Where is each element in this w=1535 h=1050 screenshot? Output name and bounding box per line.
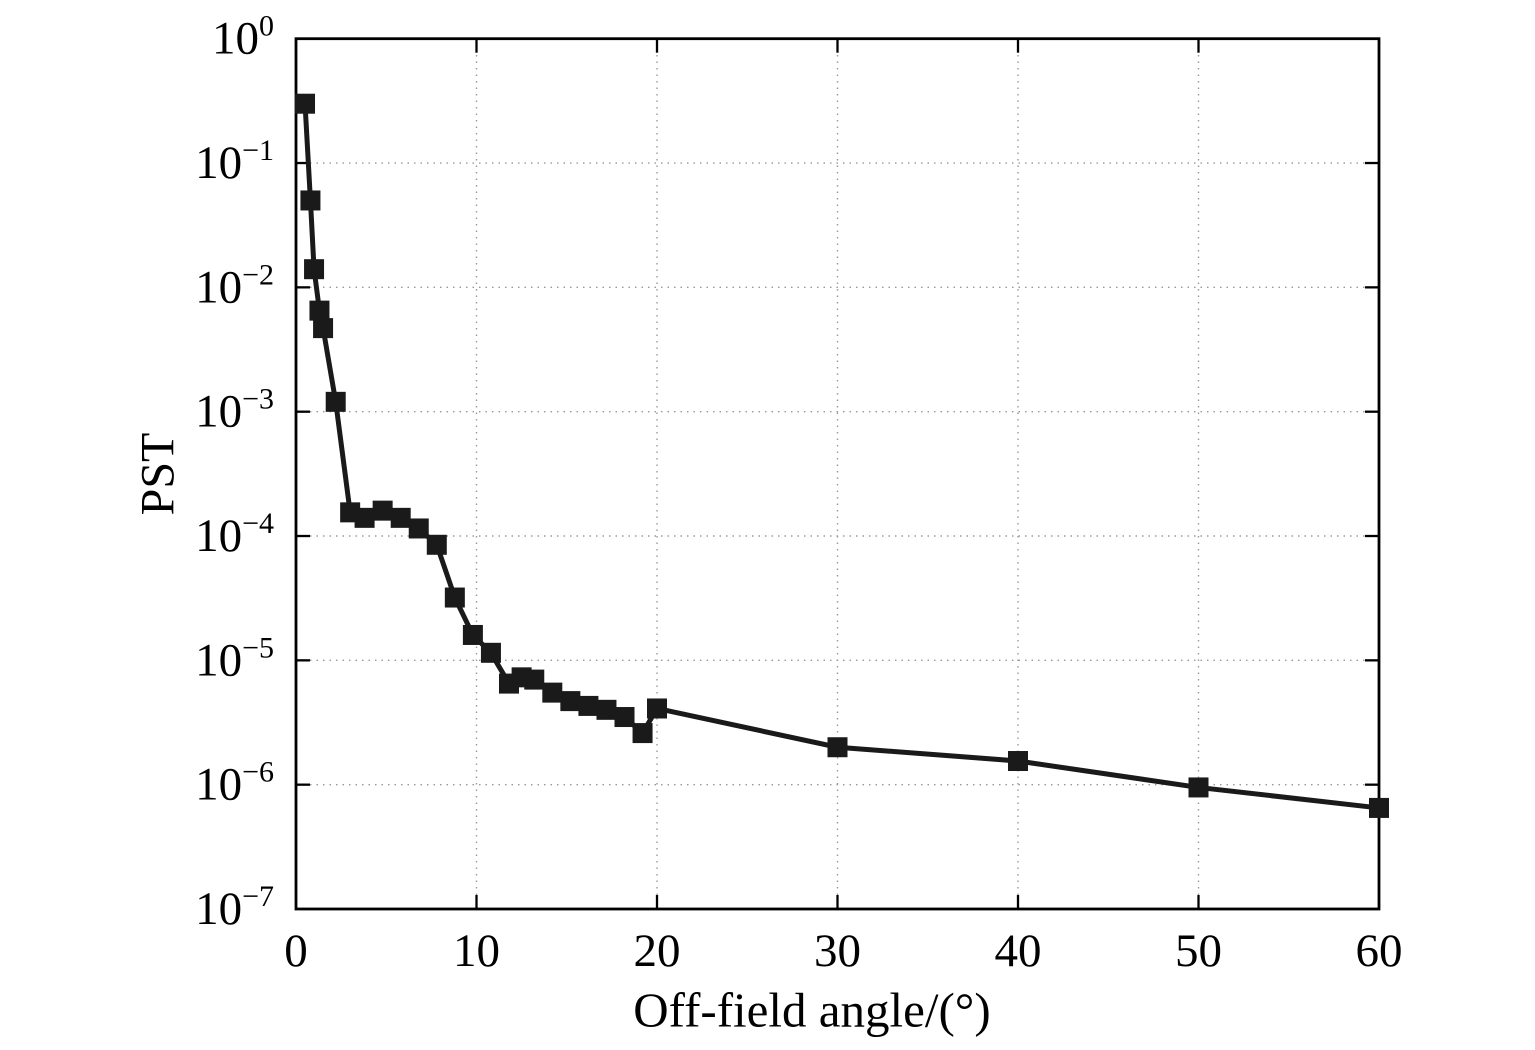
svg-text:40: 40 — [995, 925, 1042, 977]
svg-text:PST: PST — [132, 433, 185, 516]
svg-text:10−5: 10−5 — [195, 631, 274, 687]
svg-text:20: 20 — [634, 925, 681, 977]
svg-text:0: 0 — [284, 925, 308, 977]
svg-text:Off-field angle/(°): Off-field angle/(°) — [633, 983, 990, 1038]
svg-text:10−7: 10−7 — [195, 880, 274, 936]
svg-text:10−1: 10−1 — [195, 134, 274, 190]
svg-text:60: 60 — [1356, 925, 1403, 977]
svg-text:100: 100 — [212, 9, 274, 64]
svg-text:10: 10 — [453, 925, 500, 977]
svg-text:10−4: 10−4 — [195, 507, 274, 563]
svg-text:10−2: 10−2 — [195, 258, 274, 314]
svg-text:30: 30 — [814, 925, 861, 977]
svg-text:50: 50 — [1175, 925, 1222, 977]
svg-text:10−6: 10−6 — [195, 755, 274, 811]
svg-text:10−3: 10−3 — [195, 382, 274, 438]
